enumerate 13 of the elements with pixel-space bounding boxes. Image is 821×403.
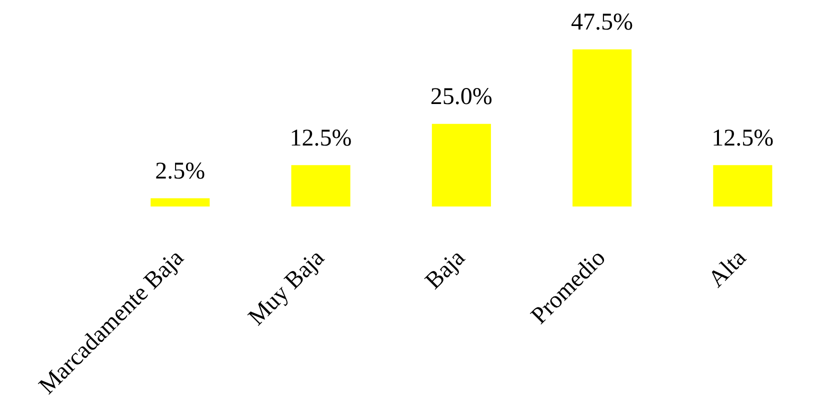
data-label: 12.5% [712,125,774,152]
data-label: 25.0% [430,84,492,110]
bar [572,49,632,206]
bar [291,165,350,206]
data-label: 47.5% [571,10,634,36]
x-tick-label: Alta [704,244,752,293]
bar [713,165,772,206]
bar [150,198,210,206]
data-label: 12.5% [290,125,352,152]
x-tick-label: Muy Baja [244,244,330,331]
x-tick-label: Baja [420,244,470,294]
bar [432,124,491,206]
data-label: 2.5% [155,158,206,185]
